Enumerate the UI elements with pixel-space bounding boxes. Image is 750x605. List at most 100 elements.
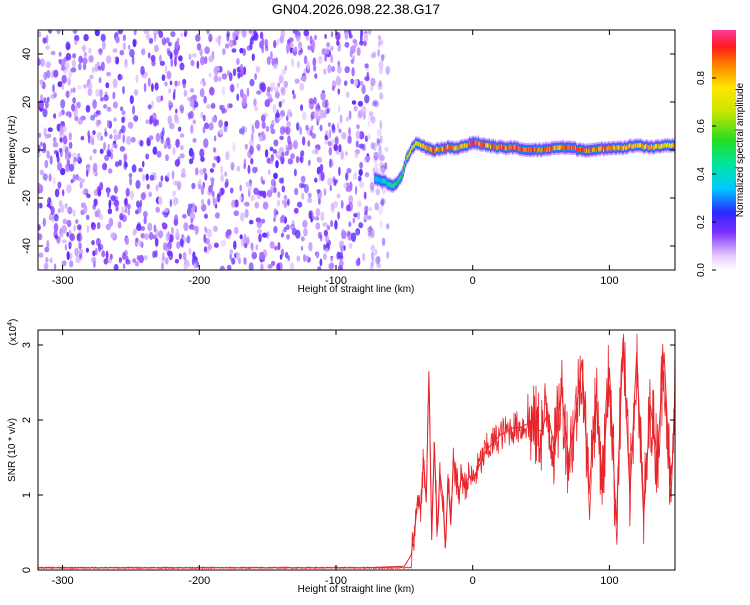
spectrogram-noise-cell <box>177 126 182 132</box>
spectrogram-noise-cell <box>225 178 229 187</box>
spectrogram-noise-cell <box>386 223 390 230</box>
spectrogram-y-tick-label: 0 <box>21 147 33 153</box>
spectrogram-noise-cell <box>171 170 175 180</box>
spectrogram-noise-cell <box>300 150 305 157</box>
spectrogram-noise-cell <box>381 198 386 205</box>
spectrogram-ridge-cell <box>646 143 648 149</box>
spectrogram-ridge-cell <box>590 147 593 153</box>
spectrogram-noise-cell <box>355 130 360 140</box>
spectrogram-noise <box>38 30 391 270</box>
spectrogram-ridge-cell <box>656 144 658 149</box>
spectrogram-noise-cell <box>188 247 192 256</box>
spectrogram-noise-cell <box>285 224 290 231</box>
chart-title: GN04.2026.098.22.38.G17 <box>272 1 440 17</box>
spectrogram-noise-cell <box>286 198 290 206</box>
spectrogram-noise-cell <box>173 218 179 226</box>
spectrogram-noise-cell <box>159 54 162 63</box>
spectrogram-ridge-cell <box>508 145 510 151</box>
spectrogram-noise-cell <box>66 251 70 260</box>
spectrogram-noise-cell <box>231 199 236 208</box>
spectrogram-noise-cell <box>376 137 380 147</box>
spectrogram-ridge-cell <box>400 175 402 180</box>
spectrogram-noise-cell <box>364 205 369 213</box>
spectrogram-noise-cell <box>378 60 384 70</box>
spectrogram-noise-cell <box>323 68 327 75</box>
spectrogram-ridge-cell <box>504 145 506 151</box>
spectrogram-noise-cell <box>248 219 254 225</box>
spectrogram-noise-cell <box>377 82 383 91</box>
spectrogram-noise-cell <box>237 72 241 79</box>
spectrogram-noise-cell <box>47 127 53 132</box>
spectrogram-noise-cell <box>267 97 273 103</box>
spectrogram-noise-cell <box>204 46 210 55</box>
spectrogram-noise-cell <box>221 86 226 96</box>
spectrogram-noise-cell <box>204 213 208 219</box>
spectrogram-ridge-cell <box>672 142 674 148</box>
spectrogram-noise-cell <box>128 172 133 178</box>
snr-y-multiplier: (x104) <box>7 319 19 346</box>
spectrogram-ridge-cell <box>434 148 436 154</box>
spectrogram-noise-cell <box>248 262 254 270</box>
spectrogram-noise-cell <box>209 86 215 96</box>
spectrogram-noise-cell <box>330 31 334 38</box>
spectrogram-noise-cell <box>281 68 287 75</box>
spectrogram-noise-cell <box>384 146 389 152</box>
spectrogram-ridge-cell <box>612 145 615 150</box>
spectrogram-noise-cell <box>255 244 259 251</box>
spectrogram-noise-cell <box>123 198 127 205</box>
spectrogram-noise-cell <box>83 204 88 214</box>
spectrogram-ridge-cell <box>584 148 586 154</box>
spectrogram-noise-cell <box>59 136 63 143</box>
spectrogram-noise-cell <box>293 139 298 150</box>
spectrogram-ridge-cell <box>536 148 538 153</box>
spectrogram-noise-cell <box>250 194 255 202</box>
spectrogram-noise-cell <box>88 82 93 90</box>
spectrogram-noise-cell <box>324 33 327 40</box>
spectrogram-noise-cell <box>135 237 139 243</box>
spectrogram-noise-cell <box>62 68 68 74</box>
spectrogram-noise-cell <box>51 215 55 224</box>
spectrogram-noise-cell <box>218 76 222 82</box>
spectrogram-noise-cell <box>117 131 122 140</box>
spectrogram-noise-cell <box>299 156 303 162</box>
spectrogram-noise-cell <box>365 155 371 161</box>
spectrogram-noise-cell <box>296 35 301 42</box>
spectrogram-ridge-cell <box>450 145 452 150</box>
spectrogram-noise-cell <box>324 99 329 109</box>
spectrogram-noise-cell <box>71 103 76 112</box>
spectrogram-noise-cell <box>234 226 239 235</box>
spectrogram-noise-cell <box>327 177 333 187</box>
spectrogram-noise-cell <box>115 36 120 44</box>
spectrogram-noise-cell <box>254 106 259 112</box>
spectrogram-noise-cell <box>179 238 184 247</box>
spectrogram-noise-cell <box>202 126 206 134</box>
spectrogram-noise-cell <box>270 178 276 187</box>
spectrogram-ridge-cell <box>561 145 563 150</box>
spectrogram-noise-cell <box>226 103 230 110</box>
spectrogram-noise-cell <box>378 80 382 88</box>
spectrogram-noise-cell <box>247 182 252 192</box>
spectrogram-noise-cell <box>232 68 237 77</box>
spectrogram-noise-cell <box>210 102 216 109</box>
spectrogram-noise-cell <box>268 94 272 100</box>
spectrogram-noise-cell <box>322 222 328 227</box>
spectrogram-noise-cell <box>200 186 204 196</box>
spectrogram-noise-cell <box>170 31 176 38</box>
spectrogram-noise-cell <box>167 172 170 179</box>
spectrogram-noise-cell <box>255 167 258 172</box>
spectrogram-noise-cell <box>216 193 221 203</box>
spectrogram-noise-cell <box>114 161 120 168</box>
spectrogram-noise-cell <box>314 147 319 155</box>
spectrogram-noise-cell <box>251 53 255 61</box>
spectrogram-ridge-cell <box>454 146 456 151</box>
spectrogram-noise-cell <box>127 207 130 216</box>
spectrogram-noise-cell <box>325 47 330 55</box>
spectrogram-noise-cell <box>276 262 281 270</box>
spectrogram-noise-cell <box>96 222 101 230</box>
snr-x-axis-label: Height of straight line (km) <box>298 584 415 595</box>
spectrogram-noise-cell <box>199 88 205 98</box>
spectrogram-ridge-cell <box>662 143 664 149</box>
spectrogram-ridge-cell <box>531 147 533 152</box>
spectrogram-noise-cell <box>296 201 303 208</box>
spectrogram-noise-cell <box>256 143 261 151</box>
